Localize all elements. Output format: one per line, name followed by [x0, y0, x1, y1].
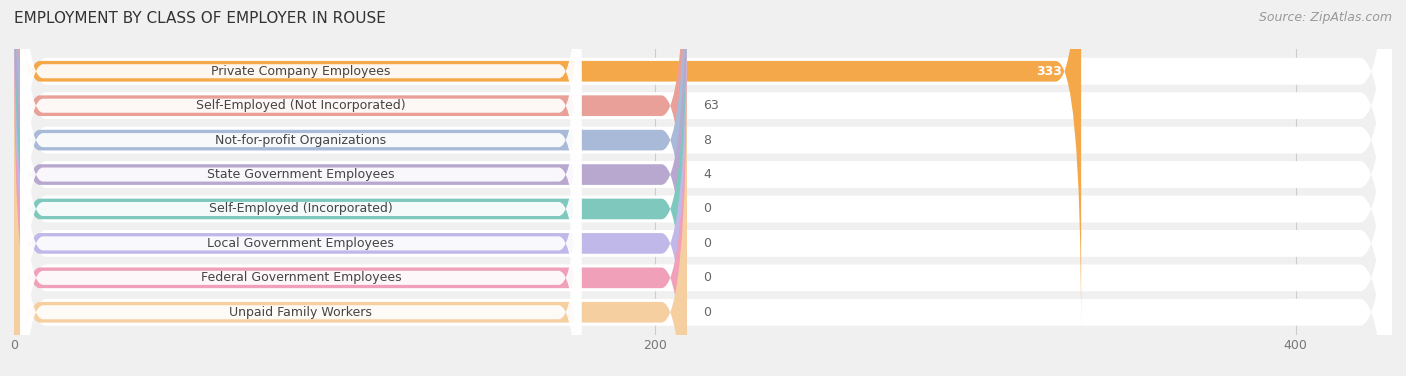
FancyBboxPatch shape: [14, 0, 688, 376]
Text: 63: 63: [703, 99, 718, 112]
FancyBboxPatch shape: [21, 0, 581, 340]
Text: EMPLOYMENT BY CLASS OF EMPLOYER IN ROUSE: EMPLOYMENT BY CLASS OF EMPLOYER IN ROUSE: [14, 11, 385, 26]
Text: 0: 0: [703, 202, 711, 215]
FancyBboxPatch shape: [14, 0, 1392, 376]
FancyBboxPatch shape: [14, 0, 1392, 376]
FancyBboxPatch shape: [14, 0, 688, 376]
FancyBboxPatch shape: [14, 0, 688, 371]
Text: Not-for-profit Organizations: Not-for-profit Organizations: [215, 133, 387, 147]
FancyBboxPatch shape: [21, 0, 581, 376]
Text: Self-Employed (Not Incorporated): Self-Employed (Not Incorporated): [195, 99, 406, 112]
FancyBboxPatch shape: [21, 0, 581, 305]
Text: Federal Government Employees: Federal Government Employees: [201, 271, 401, 284]
Text: Private Company Employees: Private Company Employees: [211, 65, 391, 78]
FancyBboxPatch shape: [14, 0, 1392, 376]
FancyBboxPatch shape: [14, 47, 688, 376]
FancyBboxPatch shape: [21, 0, 581, 374]
Text: 0: 0: [703, 271, 711, 284]
Text: 333: 333: [1036, 65, 1062, 78]
Text: Self-Employed (Incorporated): Self-Employed (Incorporated): [209, 202, 392, 215]
FancyBboxPatch shape: [14, 0, 1392, 376]
Text: Local Government Employees: Local Government Employees: [208, 237, 394, 250]
FancyBboxPatch shape: [14, 0, 1081, 337]
Text: 8: 8: [703, 133, 711, 147]
Text: Source: ZipAtlas.com: Source: ZipAtlas.com: [1258, 11, 1392, 24]
FancyBboxPatch shape: [14, 0, 688, 376]
Text: State Government Employees: State Government Employees: [207, 168, 395, 181]
FancyBboxPatch shape: [14, 0, 1392, 376]
FancyBboxPatch shape: [14, 0, 1392, 376]
Text: 0: 0: [703, 306, 711, 319]
Text: 0: 0: [703, 237, 711, 250]
FancyBboxPatch shape: [14, 0, 688, 376]
FancyBboxPatch shape: [21, 44, 581, 376]
FancyBboxPatch shape: [21, 9, 581, 376]
FancyBboxPatch shape: [14, 0, 1392, 376]
Text: Unpaid Family Workers: Unpaid Family Workers: [229, 306, 373, 319]
Text: 4: 4: [703, 168, 711, 181]
FancyBboxPatch shape: [21, 0, 581, 376]
FancyBboxPatch shape: [21, 78, 581, 376]
FancyBboxPatch shape: [14, 0, 1392, 376]
FancyBboxPatch shape: [14, 13, 688, 376]
